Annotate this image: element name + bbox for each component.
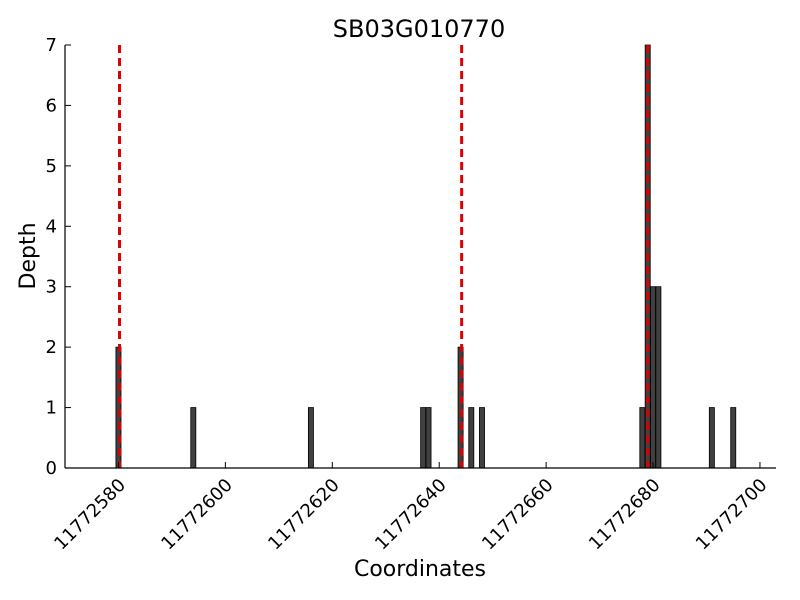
x-tick-label: 11772620	[264, 475, 344, 555]
y-tick-label: 0	[46, 458, 57, 479]
depth-bar	[730, 407, 737, 469]
y-ticks-layer: 0 1 2 3 4 5 6 7	[46, 35, 71, 479]
depth-bar	[425, 407, 432, 469]
depth-bar	[420, 407, 427, 469]
depth-bar	[190, 407, 197, 469]
depth-bar	[708, 407, 715, 469]
depth-bar	[307, 407, 314, 469]
x-tick-label: 11772660	[478, 475, 558, 555]
bars-layer	[115, 44, 737, 469]
x-tick-label: 11772580	[50, 475, 130, 555]
reference-lines-layer	[118, 45, 650, 468]
x-ticks-layer: 11772580 11772600 11772620 11772640 11772660…	[50, 462, 771, 554]
y-tick-label: 1	[46, 398, 57, 419]
y-tick-label: 5	[46, 156, 57, 177]
y-tick-label: 4	[46, 216, 57, 237]
depth-bar	[468, 407, 475, 469]
depth-bar	[639, 407, 646, 469]
depth-bar	[479, 407, 485, 469]
x-tick-label: 11772600	[157, 475, 237, 555]
y-tick-label: 6	[46, 95, 57, 116]
y-tick-label: 2	[46, 337, 57, 358]
depth-bar	[655, 286, 662, 469]
y-tick-label: 7	[46, 35, 57, 56]
chart-title: SB03G010770	[333, 15, 505, 43]
x-axis-title: Coordinates	[354, 557, 486, 582]
x-tick-label: 11772700	[692, 475, 772, 555]
depth-bar	[650, 286, 656, 469]
x-tick-label: 11772640	[371, 475, 451, 555]
y-axis-title: Depth	[16, 222, 41, 289]
x-tick-label: 11772680	[585, 475, 665, 555]
y-tick-label: 3	[46, 277, 57, 298]
